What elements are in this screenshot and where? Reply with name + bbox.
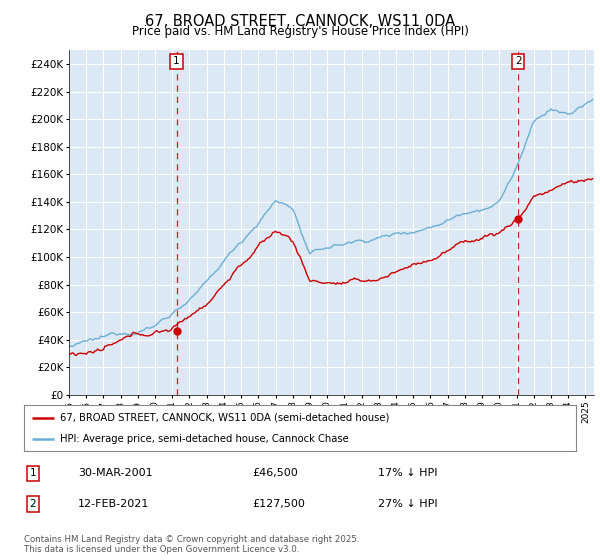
Text: 17% ↓ HPI: 17% ↓ HPI [378,468,437,478]
Text: 2: 2 [515,57,521,67]
Text: 1: 1 [173,57,180,67]
Text: 1: 1 [29,468,37,478]
Text: 30-MAR-2001: 30-MAR-2001 [78,468,152,478]
Text: Price paid vs. HM Land Registry's House Price Index (HPI): Price paid vs. HM Land Registry's House … [131,25,469,38]
Text: £127,500: £127,500 [252,499,305,509]
Text: 2: 2 [29,499,37,509]
Text: £46,500: £46,500 [252,468,298,478]
Text: 67, BROAD STREET, CANNOCK, WS11 0DA: 67, BROAD STREET, CANNOCK, WS11 0DA [145,14,455,29]
Text: 67, BROAD STREET, CANNOCK, WS11 0DA (semi-detached house): 67, BROAD STREET, CANNOCK, WS11 0DA (sem… [60,413,389,423]
Text: 12-FEB-2021: 12-FEB-2021 [78,499,149,509]
Text: 27% ↓ HPI: 27% ↓ HPI [378,499,437,509]
Text: HPI: Average price, semi-detached house, Cannock Chase: HPI: Average price, semi-detached house,… [60,435,349,444]
Text: Contains HM Land Registry data © Crown copyright and database right 2025.
This d: Contains HM Land Registry data © Crown c… [24,535,359,554]
